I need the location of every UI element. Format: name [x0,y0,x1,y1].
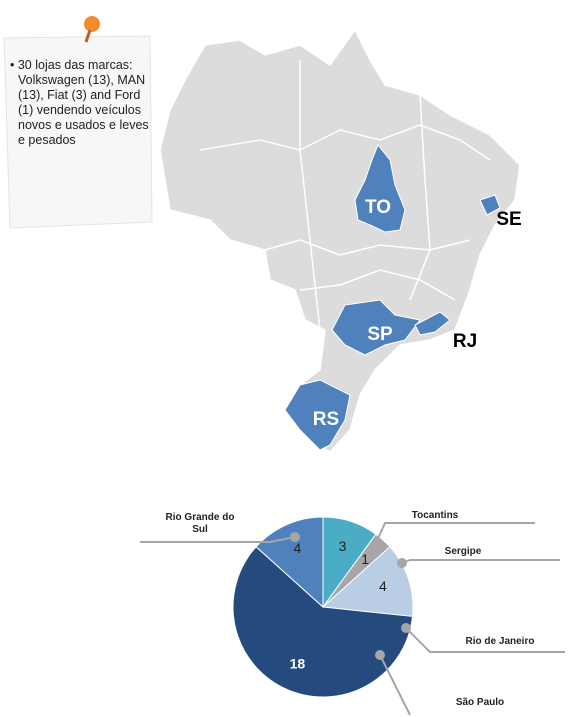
state-se [479,194,501,216]
pin [84,16,100,32]
leader-line [401,559,560,564]
value-label: 18 [290,655,306,671]
value-label: 4 [379,578,387,594]
leader-line [140,536,296,543]
sticky-note [3,16,153,229]
state-border [299,269,456,301]
leader-dot [367,547,377,557]
pie-slice [255,516,324,609]
category-label: Rio Grande do Sul [165,512,235,535]
map: TO SE SP RJ RS [159,28,522,453]
state-sp [331,299,421,356]
state-border [299,60,321,331]
map-label: TO [365,197,391,218]
category-label: Sergipe [444,546,482,557]
state-border [264,239,471,256]
note: • 30 lojas das marcas: Volkswagen (13), … [10,58,149,147]
leader-dot [397,558,407,568]
pie-slice [232,546,414,698]
state-to [354,144,406,233]
leader-dot [375,650,385,660]
value-label: 3 [339,538,347,554]
map-label: SE [496,209,521,230]
leader-line [371,522,535,553]
map-label: RJ [453,331,477,352]
category-label: Tocantins [411,510,459,521]
value-label: 1 [361,551,369,567]
map-label: SP [367,324,393,345]
leader-dot [290,532,300,542]
category-label: Rio de Janeiro [465,636,535,647]
pie-slice [321,546,414,617]
leader-dots [290,532,411,660]
map-label: RS [313,409,339,430]
leader-line [379,654,411,716]
brazil [159,28,521,453]
leader-line [405,627,565,653]
state-border [409,94,431,301]
category-label: São Paulo [455,697,505,708]
value-label: 4 [293,540,301,556]
note-text: 30 lojas das marcas: Volkswagen (13), MA… [17,58,149,147]
state-border [199,124,491,161]
note-paper [3,35,153,229]
leader-dot [401,623,411,633]
state-rj [414,311,451,336]
pin-needle [84,29,92,43]
state-rs [284,379,351,451]
